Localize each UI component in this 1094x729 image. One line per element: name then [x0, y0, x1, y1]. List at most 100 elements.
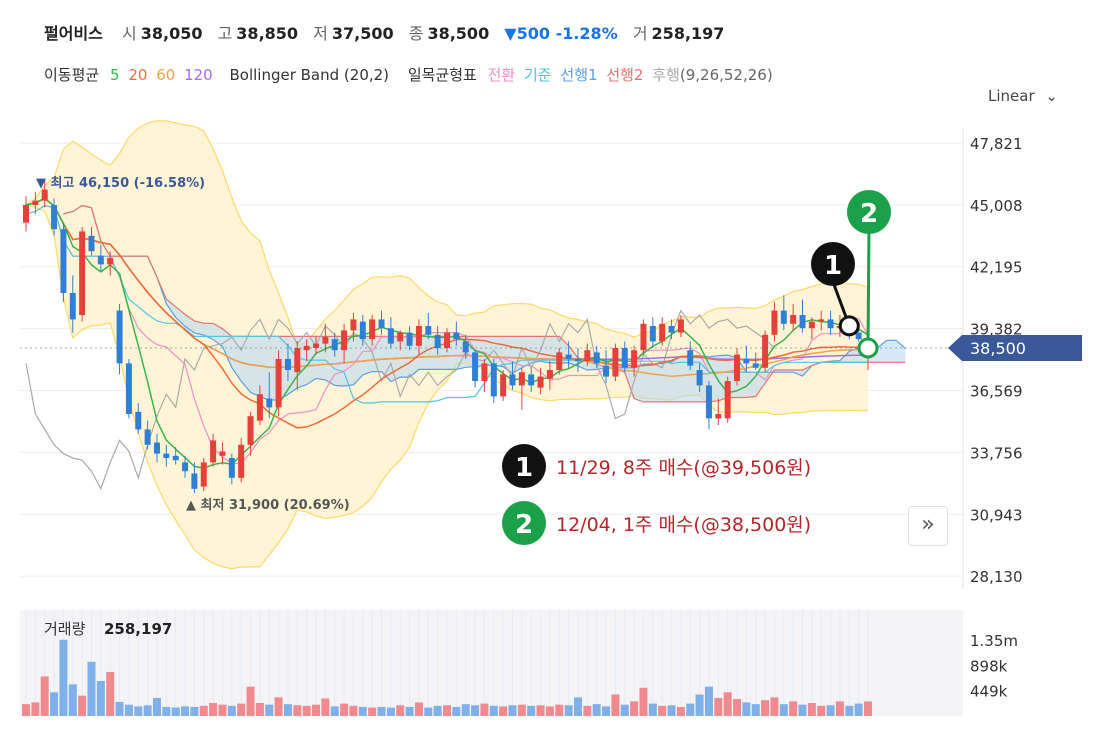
chevron-down-icon: ⌄	[1045, 87, 1058, 105]
volume-bar	[246, 686, 255, 716]
volume-bar	[218, 704, 227, 716]
candle	[107, 257, 114, 265]
low-label: 저	[313, 24, 328, 43]
expand-button[interactable]: »	[908, 506, 948, 546]
candle	[734, 354, 741, 381]
buy-marker-1-badge-label: 1	[824, 251, 842, 281]
candle	[472, 352, 479, 381]
candle	[88, 235, 95, 252]
y-tick-label: 30,943	[970, 506, 1023, 524]
bollinger-legend[interactable]: Bollinger Band (20,2)	[229, 66, 390, 84]
candle	[481, 363, 488, 381]
volume-bar	[321, 698, 330, 716]
volume-bar	[611, 694, 620, 716]
ma5-legend: 5	[109, 66, 120, 84]
volume-bar	[115, 701, 124, 716]
candle	[378, 319, 385, 329]
volume-bar	[31, 702, 40, 716]
volume-bar	[864, 701, 872, 716]
buy-marker-2-badge-label: 2	[860, 199, 878, 229]
candle	[659, 323, 666, 342]
volume-value: 258,197	[651, 24, 725, 43]
candle	[574, 359, 581, 362]
volume-bar	[302, 705, 311, 716]
candle	[762, 334, 769, 368]
volume-bar	[199, 705, 208, 716]
volume-bar	[770, 697, 779, 716]
candle	[668, 326, 675, 333]
candle	[743, 359, 750, 364]
candle	[453, 332, 460, 340]
volume-bar	[686, 703, 695, 716]
y-tick-label: 39,382	[970, 321, 1023, 339]
candle	[799, 315, 806, 329]
volume-bar	[293, 705, 302, 716]
candle	[677, 319, 684, 333]
note-2-badge	[502, 501, 546, 545]
volume-bar	[527, 705, 536, 716]
volume-tick-label: 898k	[970, 657, 1008, 675]
volume-bar	[508, 705, 517, 716]
candle	[780, 310, 787, 324]
volume-bar	[676, 706, 685, 716]
change-value: ▼500 -1.28%	[504, 24, 618, 43]
volume-bar	[630, 701, 639, 716]
volume-bar	[779, 704, 788, 716]
candle	[565, 354, 572, 359]
candle	[144, 429, 151, 445]
volume-bar	[573, 697, 582, 716]
volume-bar	[798, 704, 807, 716]
volume-bar	[386, 707, 395, 716]
y-tick-label: 33,756	[970, 444, 1023, 462]
candle	[153, 442, 160, 454]
candle	[509, 374, 516, 386]
candle	[855, 332, 862, 340]
note-1-badge-label: 1	[515, 453, 533, 483]
candle	[584, 350, 591, 362]
candle	[322, 337, 329, 344]
buy-marker-2-point	[857, 337, 879, 359]
volume-bar	[209, 703, 218, 716]
volume-bar	[742, 702, 751, 716]
candle	[808, 321, 815, 329]
volume-bar	[592, 704, 601, 716]
volume-bar	[162, 706, 171, 716]
ma-label[interactable]: 이동평균	[44, 66, 100, 84]
ichimoku-label[interactable]: 일목균형표	[407, 66, 477, 84]
volume-bar	[443, 705, 451, 716]
candle	[818, 319, 825, 322]
candle	[687, 350, 694, 366]
volume-bar	[639, 687, 648, 716]
buy-marker-2-stem	[866, 229, 871, 349]
candle	[369, 319, 376, 340]
candle	[275, 359, 282, 408]
volume-bar	[461, 704, 470, 716]
volume-bar	[489, 705, 498, 716]
close-value: 38,500	[427, 24, 490, 43]
y-tick-label: 42,195	[970, 259, 1023, 277]
candle	[191, 473, 198, 489]
candle	[359, 321, 366, 340]
buy-marker-2-badge	[847, 190, 891, 234]
volume-bar	[761, 700, 770, 716]
volume-bar	[50, 692, 59, 716]
volume-bar	[564, 705, 573, 716]
candle	[640, 323, 647, 351]
volume-bar	[190, 706, 199, 716]
lagging-line	[25, 309, 775, 491]
conversion-legend: 전환	[487, 66, 516, 84]
candle	[490, 363, 497, 397]
volume-panel-value: 258,197	[104, 620, 172, 638]
volume-bar	[368, 707, 377, 716]
candle	[163, 453, 170, 458]
candle	[219, 451, 226, 456]
candle	[500, 374, 507, 397]
volume-tick-label: 449k	[970, 683, 1008, 701]
scale-selector[interactable]: Linear ⌄	[988, 87, 1058, 105]
candle	[621, 348, 628, 368]
volume-bar	[424, 707, 433, 716]
candle	[705, 385, 712, 419]
volume-bar	[733, 699, 742, 716]
span1-legend: 선행1	[560, 66, 598, 84]
